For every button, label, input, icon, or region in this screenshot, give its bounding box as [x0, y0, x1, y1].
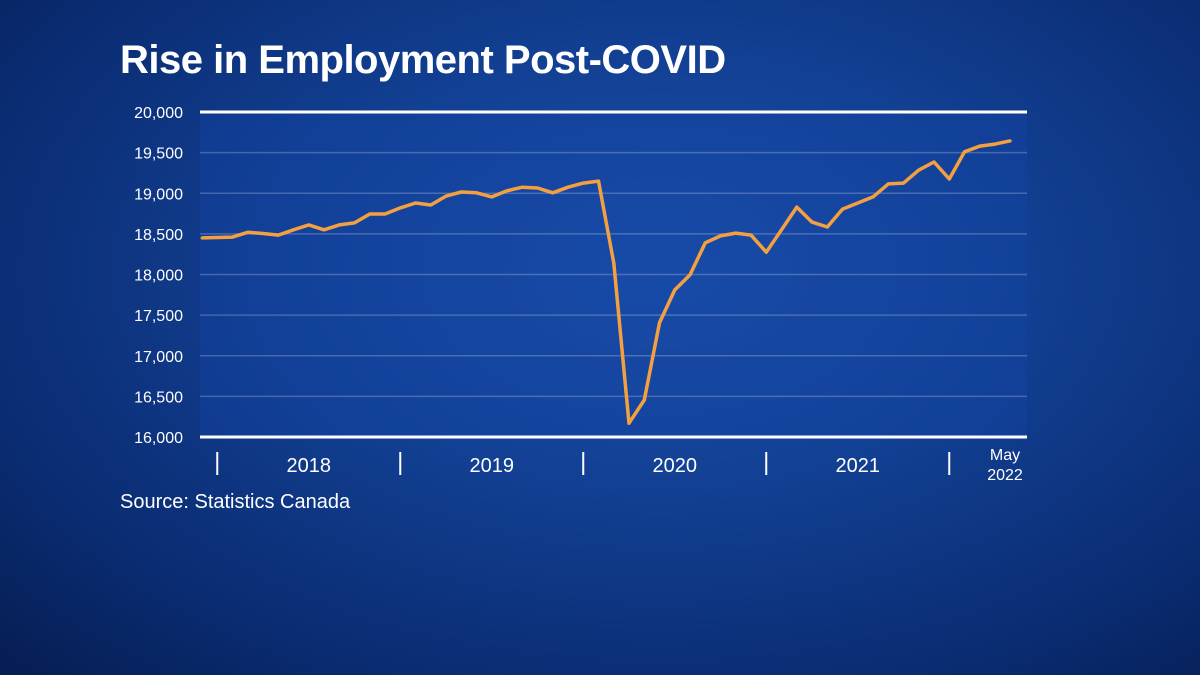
- data-point: [353, 221, 356, 225]
- source-note: Source: Statistics Canada: [120, 491, 351, 513]
- data-point: [261, 231, 265, 235]
- data-point: [947, 177, 951, 181]
- data-point: [475, 191, 478, 195]
- data-point: [932, 160, 936, 164]
- y-tick-label: 16,500: [134, 389, 183, 406]
- data-point: [780, 228, 783, 232]
- data-point: [764, 250, 768, 254]
- data-point: [917, 168, 921, 172]
- employment-line: [201, 139, 1011, 425]
- y-tick-label: 17,000: [134, 349, 183, 366]
- y-tick-label: 16,000: [134, 430, 183, 447]
- data-point: [246, 230, 250, 234]
- data-point: [612, 261, 616, 265]
- data-point: [978, 144, 982, 148]
- x-tick-label: 2018: [287, 455, 332, 477]
- y-tick-label: 17,500: [134, 308, 183, 325]
- data-point: [444, 194, 448, 198]
- data-point: [871, 195, 875, 199]
- data-point: [520, 185, 524, 189]
- data-point: [688, 273, 692, 277]
- y-tick-label: 20,000: [134, 105, 183, 122]
- data-point: [1008, 139, 1012, 143]
- data-point: [673, 288, 677, 292]
- data-point: [414, 201, 417, 205]
- data-point: [383, 212, 387, 216]
- data-point: [200, 236, 204, 240]
- data-point: [642, 398, 646, 402]
- data-point: [459, 190, 463, 194]
- data-point: [734, 231, 738, 235]
- data-point: [505, 189, 509, 193]
- data-point: [993, 142, 997, 146]
- data-point: [658, 321, 661, 325]
- data-point: [795, 205, 799, 209]
- data-point: [886, 182, 890, 186]
- x-end-label: May: [990, 447, 1020, 464]
- data-point: [856, 201, 860, 205]
- data-point: [276, 233, 280, 237]
- data-point: [292, 228, 295, 232]
- data-point: [322, 228, 326, 232]
- data-point: [810, 220, 814, 224]
- data-point: [749, 233, 753, 237]
- data-point: [231, 235, 234, 239]
- y-tick-label: 19,500: [134, 146, 183, 163]
- data-point: [307, 223, 311, 227]
- data-point: [597, 179, 600, 183]
- data-point: [703, 241, 707, 245]
- data-point: [627, 421, 631, 425]
- data-point: [215, 236, 219, 240]
- data-point: [337, 223, 341, 227]
- y-tick-label: 18,500: [134, 227, 183, 244]
- y-tick-label: 18,000: [134, 268, 183, 285]
- data-point: [566, 185, 570, 189]
- data-point: [551, 191, 555, 195]
- data-point: [429, 203, 433, 207]
- data-point: [490, 195, 494, 199]
- data-point: [581, 181, 585, 185]
- data-point: [825, 225, 829, 229]
- chart-title: Rise in Employment Post-COVID: [120, 38, 726, 82]
- y-tick-label: 19,000: [134, 186, 183, 203]
- data-point: [368, 212, 372, 216]
- data-point: [536, 186, 539, 190]
- data-point: [719, 234, 722, 238]
- x-tick-label: 2020: [653, 455, 698, 477]
- data-point: [841, 207, 844, 211]
- x-tick-label: 2021: [836, 455, 881, 477]
- data-point: [902, 181, 905, 185]
- x-tick-label: 2019: [470, 455, 515, 477]
- data-point: [398, 206, 402, 210]
- x-end-label: 2022: [987, 467, 1023, 484]
- data-point: [963, 150, 966, 154]
